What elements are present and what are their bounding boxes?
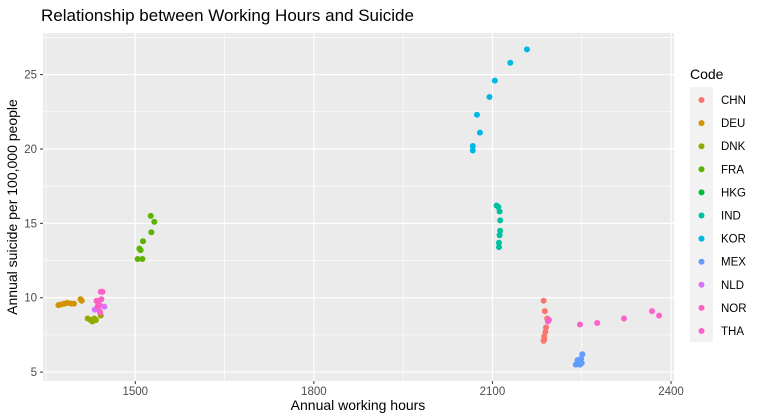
data-point-chn xyxy=(541,308,548,315)
data-point-fra xyxy=(139,256,146,263)
data-point-fra xyxy=(147,212,154,219)
data-point-ind xyxy=(497,217,504,224)
data-point-tha xyxy=(648,308,655,315)
data-point-fra xyxy=(134,256,141,263)
data-point-fra xyxy=(140,238,147,245)
data-point-fra xyxy=(151,218,158,225)
y-axis-ticks: 5 10 15 20 25 xyxy=(24,70,43,379)
data-point-nor xyxy=(99,288,106,295)
data-point-ind xyxy=(495,239,502,246)
data-point-tha xyxy=(656,312,663,319)
grid-minor xyxy=(43,33,674,381)
data-points xyxy=(55,46,663,368)
legend-label-nor: NOR xyxy=(721,303,747,315)
legend-key-nor xyxy=(698,304,705,311)
data-point-dnk xyxy=(92,317,99,324)
data-point-deu xyxy=(78,297,85,304)
y-tick-label: 5 xyxy=(31,367,37,379)
legend-label-hkg: HKG xyxy=(721,187,746,199)
plot-panel xyxy=(43,33,674,381)
legend-key-tha xyxy=(698,328,705,334)
data-point-chn xyxy=(543,324,550,331)
legend-label-nld: NLD xyxy=(721,280,744,292)
y-tick-label: 10 xyxy=(24,293,37,305)
grid-major xyxy=(43,33,674,381)
data-point-kor xyxy=(469,143,476,150)
legend-label-deu: DEU xyxy=(721,118,745,130)
y-axis-title: Annual suicide per 100,000 people xyxy=(4,99,20,315)
data-point-tha xyxy=(594,320,601,326)
x-tick-label: 2400 xyxy=(658,386,684,398)
legend-title: Code xyxy=(690,66,724,82)
data-point-ind xyxy=(496,208,503,215)
data-point-deu xyxy=(70,300,77,307)
legend-key-mex xyxy=(698,258,705,265)
data-point-kor xyxy=(491,77,498,84)
data-point-ind xyxy=(495,244,502,251)
legend-key-chn xyxy=(698,97,705,103)
data-point-nor xyxy=(94,303,101,310)
data-point-mex xyxy=(578,360,585,367)
data-point-nld xyxy=(101,303,108,310)
legend-key-deu xyxy=(698,120,705,127)
legend-label-fra: FRA xyxy=(721,164,744,176)
data-point-fra xyxy=(137,247,144,254)
data-point-kor xyxy=(523,46,530,53)
data-point-tha xyxy=(545,317,552,324)
legend-key-fra xyxy=(698,166,705,173)
data-point-kor xyxy=(473,111,480,118)
legend-label-kor: KOR xyxy=(721,234,746,246)
data-point-kor xyxy=(486,93,493,100)
legend-key-hkg xyxy=(698,189,705,196)
data-point-mex xyxy=(579,351,586,358)
data-point-ind xyxy=(497,227,504,234)
data-point-ind xyxy=(496,232,503,239)
data-point-kor xyxy=(476,129,483,136)
data-point-fra xyxy=(148,229,155,236)
data-point-chn xyxy=(541,336,548,343)
legend: Code CHN DEU DNK FRA HKG IND KOR MEX NLD NOR THA xyxy=(690,66,747,342)
y-tick-label: 25 xyxy=(24,70,37,82)
data-point-nor xyxy=(97,309,104,316)
legend-label-mex: MEX xyxy=(721,257,746,269)
data-point-tha xyxy=(576,321,583,328)
legend-label-ind: IND xyxy=(721,211,741,223)
data-point-kor xyxy=(469,147,476,154)
data-point-kor xyxy=(507,59,514,66)
legend-key-ind xyxy=(698,212,705,219)
legend-label-tha: THA xyxy=(721,326,744,338)
x-axis-ticks: 1500 1800 2100 2400 xyxy=(122,381,684,398)
x-tick-label: 2100 xyxy=(480,386,506,398)
x-tick-label: 1500 xyxy=(122,386,148,398)
chart-title: Relationship between Working Hours and S… xyxy=(41,6,414,25)
legend-label-dnk: DNK xyxy=(721,141,746,153)
legend-key-nld xyxy=(698,281,705,288)
data-point-chn xyxy=(540,297,547,304)
legend-key-dnk xyxy=(698,143,705,150)
y-tick-label: 20 xyxy=(24,144,37,156)
x-tick-label: 1800 xyxy=(301,386,327,398)
x-axis-title: Annual working hours xyxy=(291,397,426,413)
data-point-tha xyxy=(620,315,627,322)
legend-label-chn: CHN xyxy=(721,95,746,107)
data-point-nor xyxy=(98,296,105,303)
legend-key-kor xyxy=(698,235,705,242)
y-tick-label: 15 xyxy=(24,218,37,230)
